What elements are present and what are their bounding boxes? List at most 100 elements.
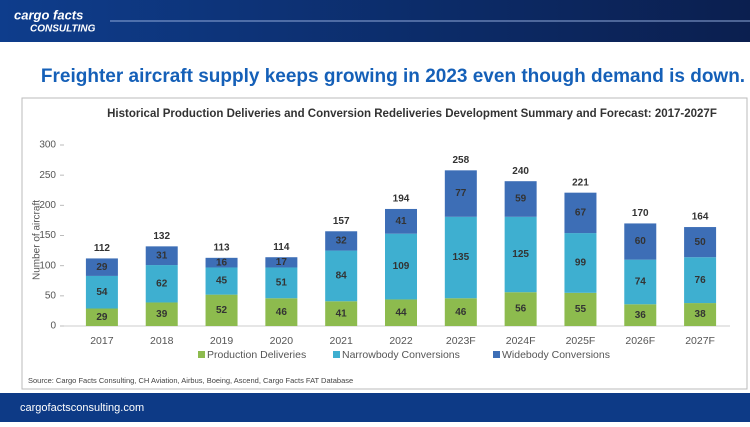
bar-segment [265,257,298,268]
data-label: 36 [635,310,647,321]
x-tick-label: 2026F [625,335,655,347]
data-label: 46 [455,307,467,318]
x-tick-label: 2022 [389,335,413,347]
legend-label: Production Deliveries [207,349,306,361]
bar-segment [624,259,657,305]
data-label: 54 [96,287,108,298]
bar-segment [385,299,417,326]
y-tick-label: 300 [39,140,56,151]
data-label: 51 [276,278,288,289]
logo-top: cargo facts [14,7,83,22]
data-label: 50 [695,237,707,248]
headline: Freighter aircraft supply keeps growing … [41,66,745,87]
bar-segment [145,265,178,303]
bar-segment [385,233,417,300]
data-label: 41 [395,216,407,227]
y-tick-label: 200 [39,200,56,211]
bar-segment [444,216,477,299]
bar-segment [205,294,238,326]
bar-segment [325,250,358,302]
footer-bar [0,393,750,422]
data-label: 109 [393,261,410,272]
data-label: 45 [216,276,228,287]
logo-bottom: CONSULTING [30,24,96,35]
data-label: 56 [515,304,527,315]
chart-title: Historical Production Deliveries and Con… [107,108,717,120]
data-label: 125 [512,249,529,260]
x-tick-label: 2023F [446,335,476,347]
total-label: 164 [692,212,709,223]
bar-segment [564,292,597,326]
bar-segment [325,231,358,251]
x-tick-label: 2020 [270,335,294,347]
data-label: 32 [336,236,348,247]
total-label: 170 [632,208,649,219]
bar-segment [504,181,537,217]
bar-segment [564,233,597,293]
bar-segment [325,301,358,326]
data-label: 60 [635,236,647,247]
data-label: 59 [515,194,527,205]
data-label: 16 [216,257,228,268]
total-label: 132 [153,231,170,242]
data-label: 62 [156,278,168,289]
x-tick-label: 2017 [90,335,114,347]
plot: 0 50 100 150 200 250 300 2017 29 54 29 112 2018 39 62 3… [39,140,730,361]
bar-segment [684,303,717,326]
y-tick-label: 100 [39,260,56,271]
bar-segment [385,208,417,234]
data-label: 46 [276,307,288,318]
data-label: 77 [455,188,467,199]
bar-segment [265,298,298,326]
data-label: 39 [156,309,168,320]
legend-swatch [333,351,340,358]
data-label: 44 [395,307,407,318]
bar-segment [265,267,298,299]
bar-segment [564,192,597,234]
source: Source: Cargo Facts Consulting, CH Aviat… [28,376,353,385]
total-label: 194 [393,194,410,205]
total-label: 113 [213,242,230,253]
y-tick-label: 0 [50,321,56,332]
legend-label: Widebody Conversions [502,349,610,361]
bar-segment [85,308,118,326]
data-label: 41 [336,308,348,319]
total-label: 157 [333,216,350,227]
data-label: 67 [575,208,587,219]
y-axis-label: Number of aircraft [32,200,43,280]
footer-url: cargofactsconsulting.com [20,402,144,414]
y-tick-label: 250 [39,170,56,181]
bar-segment [504,216,537,293]
total-label: 112 [94,243,111,254]
bar-segment [145,246,178,266]
data-label: 31 [156,250,168,261]
bar-segment [504,292,537,326]
bar-segment [444,170,477,217]
bar-segment [85,275,118,309]
data-label: 55 [575,304,587,315]
legend-swatch [493,351,500,358]
bar-segment [85,258,118,276]
bar-segment [624,223,657,260]
x-tick-label: 2025F [566,335,596,347]
data-label: 29 [96,262,108,273]
x-tick-label: 2021 [330,335,354,347]
bar-segment [205,257,238,268]
bar-segment [205,267,238,295]
bar-segment [624,304,657,326]
data-label: 52 [216,305,228,316]
x-tick-label: 2019 [210,335,234,347]
bar-segment [444,298,477,326]
total-label: 221 [572,177,589,188]
total-label: 258 [452,155,469,166]
bar-segment [684,227,717,258]
bar-segment [684,257,717,304]
data-label: 135 [452,252,469,263]
y-tick-label: 50 [45,290,57,301]
data-label: 76 [695,275,707,286]
x-tick-label: 2024F [506,335,536,347]
x-tick-label: 2018 [150,335,174,347]
data-label: 84 [336,271,348,282]
data-label: 17 [276,257,288,268]
